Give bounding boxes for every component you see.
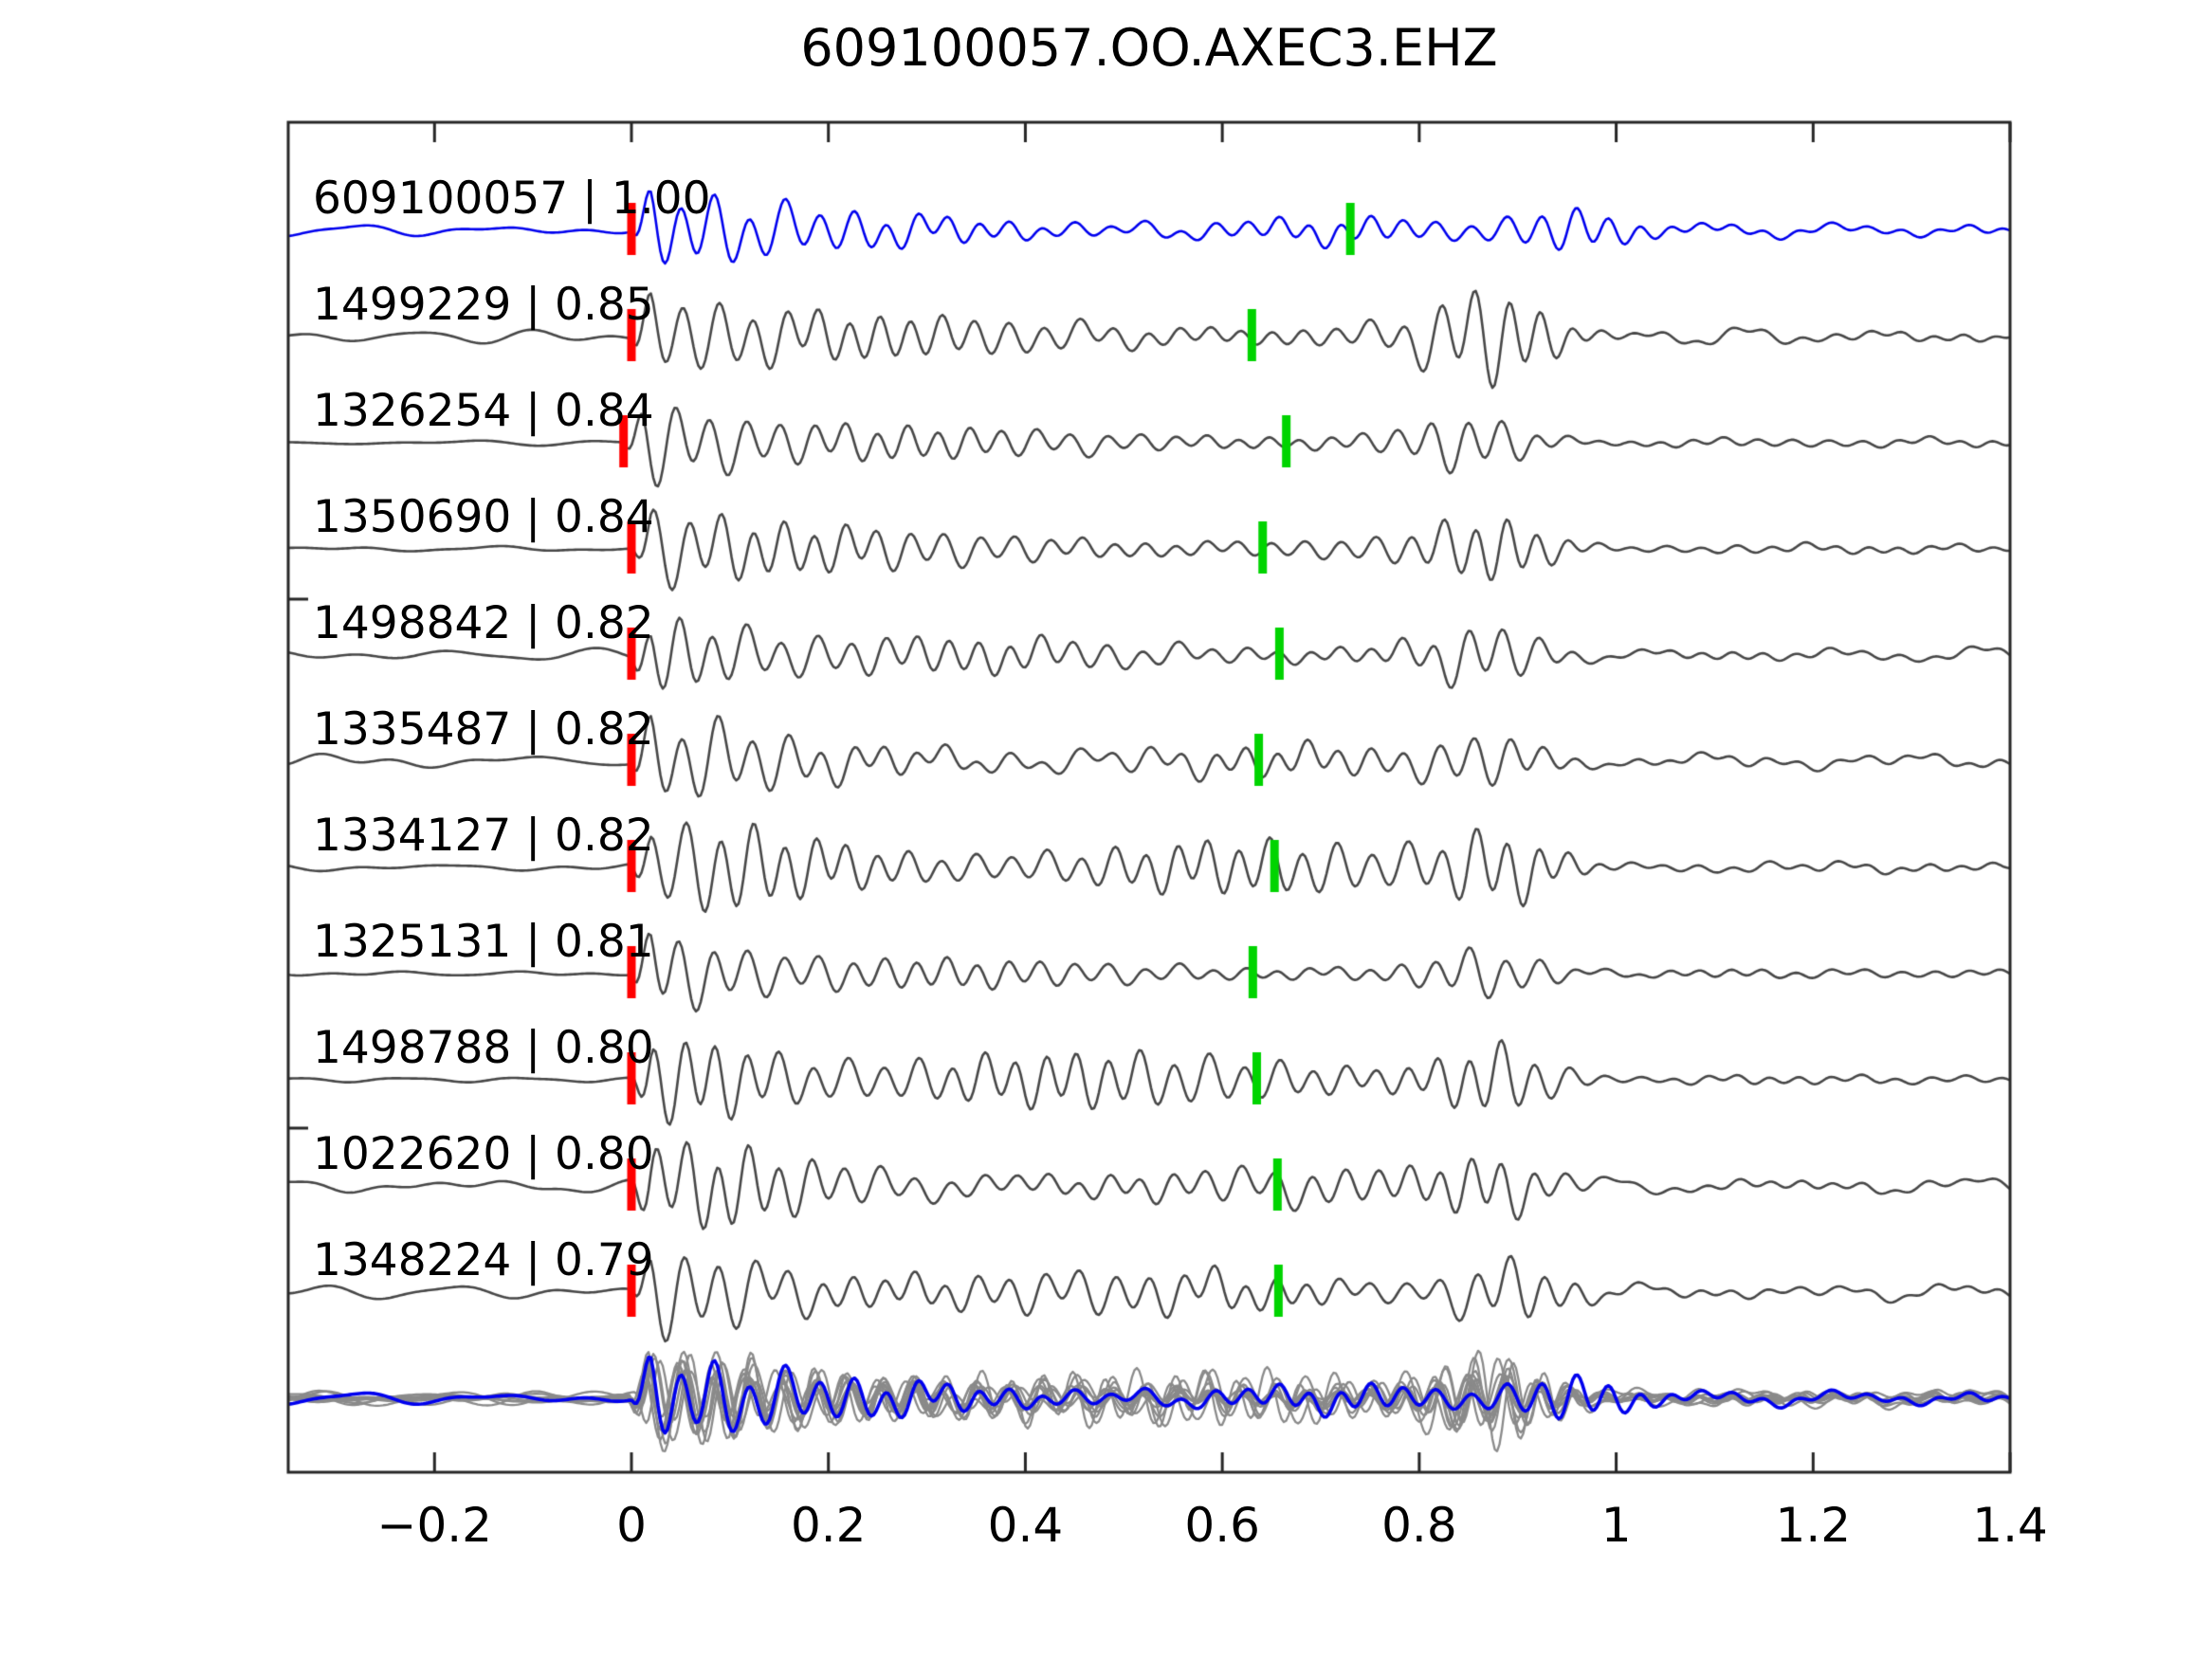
trace-label: 1499229 | 0.85 xyxy=(313,279,654,331)
trace-label: 1498788 | 0.80 xyxy=(313,1022,654,1074)
x-tick-label: 1 xyxy=(1600,1498,1632,1553)
trace-label: 1326254 | 0.84 xyxy=(313,385,654,437)
x-tick-label: −0.2 xyxy=(376,1498,492,1553)
x-tick-label: 0.8 xyxy=(1381,1498,1457,1553)
trace-label: 1325131 | 0.81 xyxy=(313,916,654,968)
x-tick-label: 0.4 xyxy=(987,1498,1064,1553)
trace-label: 1335487 | 0.82 xyxy=(313,703,654,756)
x-tick-label: 0 xyxy=(616,1498,647,1553)
trace-label: 1498842 | 0.82 xyxy=(313,597,654,649)
x-tick-label: 1.2 xyxy=(1775,1498,1852,1553)
trace-label: 1022620 | 0.80 xyxy=(313,1128,654,1180)
trace-label: 1350690 | 0.84 xyxy=(313,491,654,543)
trace-label: 1334127 | 0.82 xyxy=(313,810,654,862)
trace-label: 609100057 | 1.00 xyxy=(313,173,711,225)
x-tick-label: 1.4 xyxy=(1972,1498,2048,1553)
x-tick-label: 0.6 xyxy=(1184,1498,1260,1553)
trace-label: 1348224 | 0.79 xyxy=(313,1234,654,1286)
x-tick-label: 0.2 xyxy=(790,1498,867,1553)
